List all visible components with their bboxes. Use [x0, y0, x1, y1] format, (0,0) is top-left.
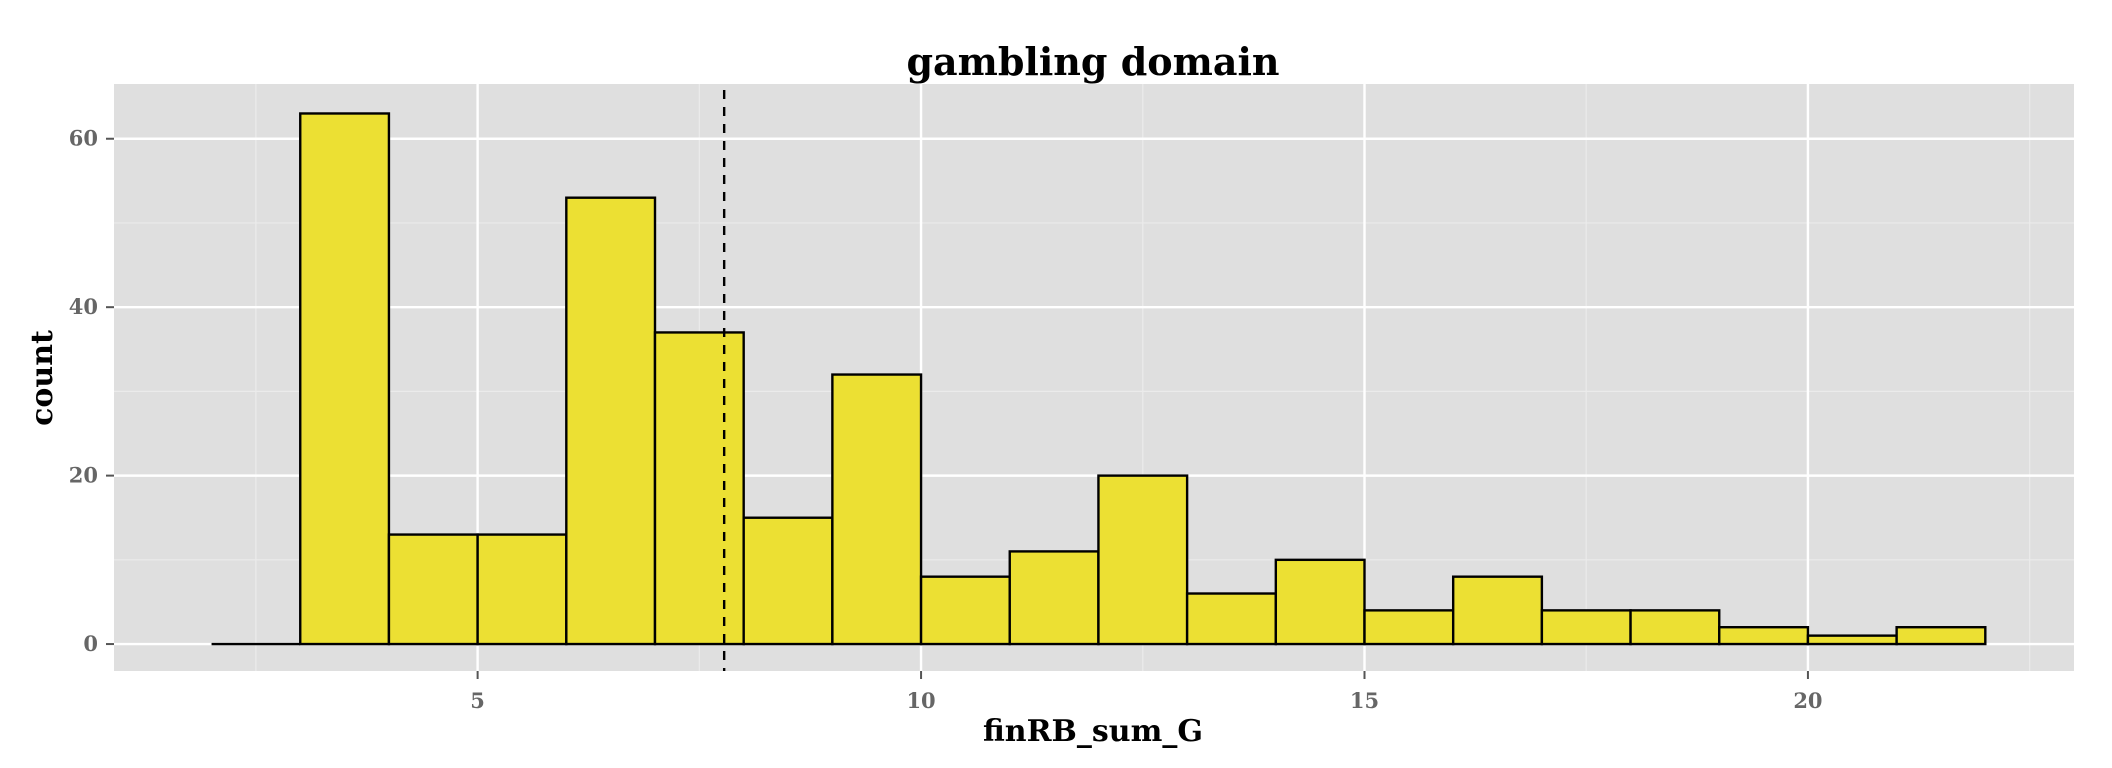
y-tick-label: 40 — [69, 294, 98, 319]
histogram-bar — [387, 533, 479, 646]
histogram-bar — [1274, 558, 1366, 646]
y-tick-label: 20 — [69, 463, 98, 488]
histogram-bar — [565, 196, 657, 646]
x-tick-label: 15 — [1350, 688, 1379, 713]
histogram-bar — [919, 575, 1011, 646]
histogram-bar — [1629, 609, 1721, 646]
histogram-bar — [1185, 592, 1278, 646]
histogram-bar — [1363, 609, 1455, 646]
histogram-bar — [1540, 609, 1632, 646]
histogram-bar — [1718, 626, 1810, 646]
x-tick-label: 20 — [1793, 688, 1822, 713]
histogram-bar — [1451, 575, 1544, 646]
y-tick-label: 60 — [69, 126, 98, 151]
histogram-bar — [299, 112, 391, 646]
histogram-bar — [653, 331, 745, 646]
y-axis-title: count — [25, 330, 60, 426]
chart-title: gambling domain — [906, 39, 1279, 84]
histogram-bar — [742, 516, 834, 646]
histogram-bars — [211, 112, 1987, 646]
histogram-bar — [1895, 626, 1987, 646]
histogram-bar — [1008, 550, 1100, 646]
x-axis: 5 10 15 20 — [470, 671, 1823, 713]
y-axis: 0 20 40 60 — [69, 126, 114, 656]
x-axis-title: finRB_sum_G — [983, 714, 1203, 749]
histogram-bar — [476, 533, 568, 646]
x-tick-label: 5 — [470, 688, 485, 713]
histogram-bar — [1097, 474, 1189, 646]
histogram-bar — [1806, 634, 1898, 646]
histogram-bar — [831, 373, 923, 646]
x-tick-label: 10 — [906, 688, 935, 713]
y-tick-label: 0 — [83, 631, 98, 656]
